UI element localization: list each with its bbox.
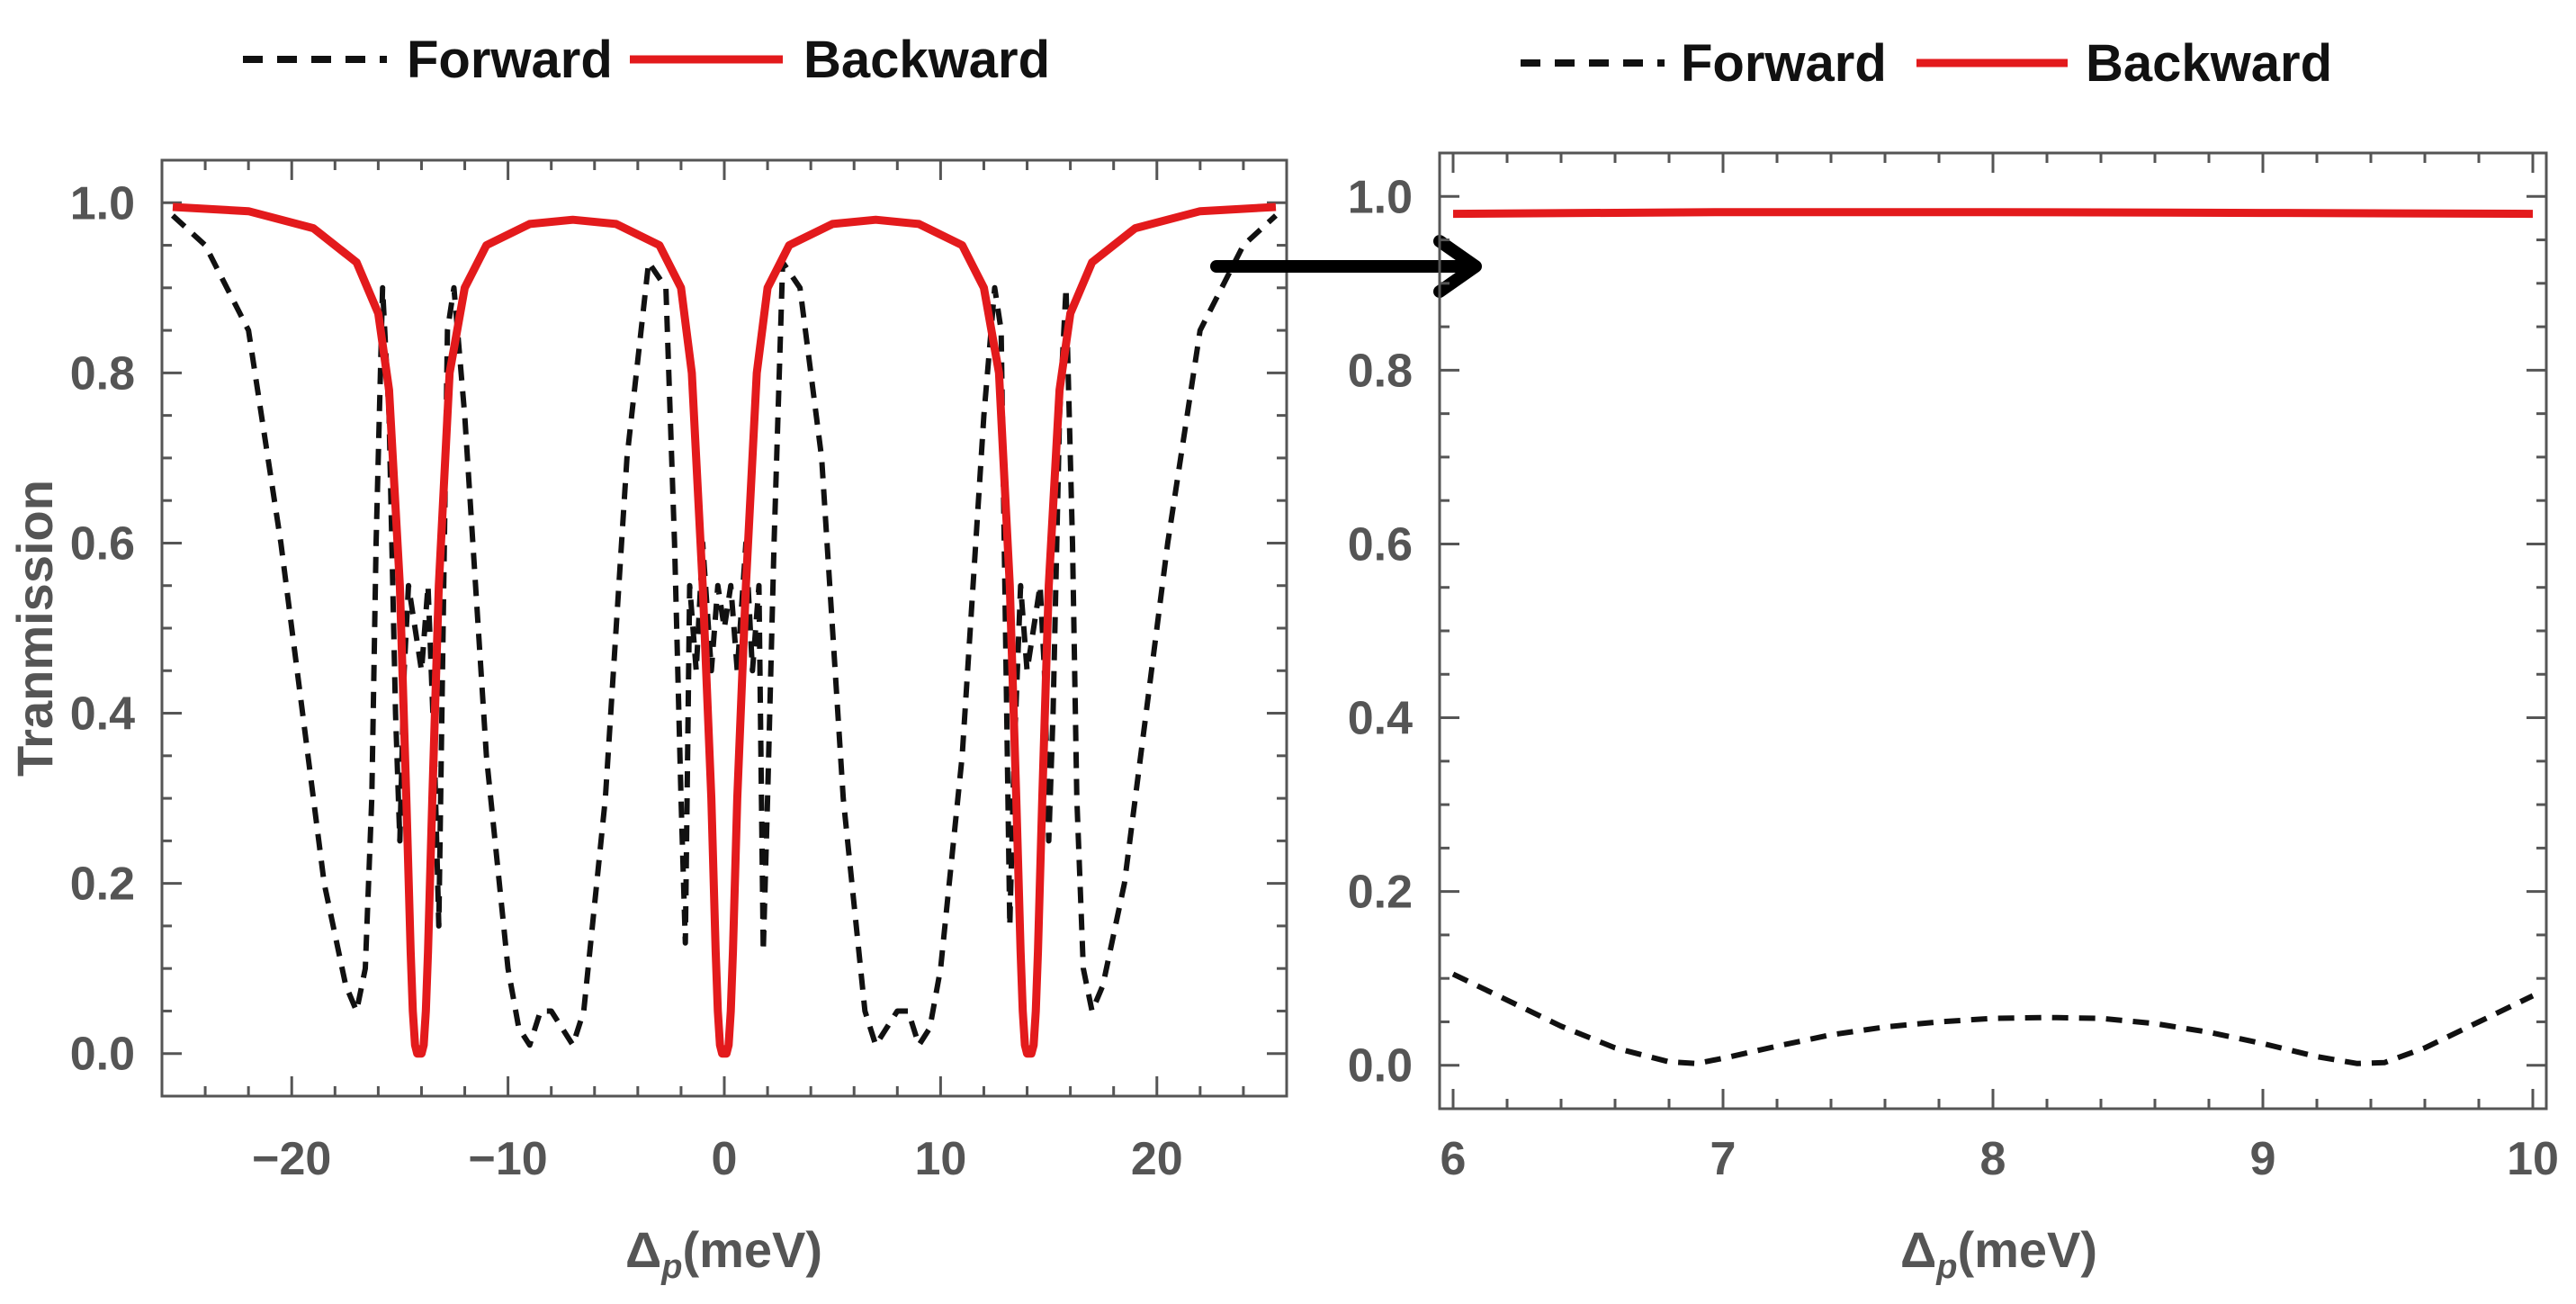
y-tick-label-right: 0.8 — [1348, 345, 1413, 397]
x-tick-label-right: 8 — [1980, 1133, 2006, 1185]
series-backward-line-left — [172, 202, 1277, 1058]
x-axis-title-left-unit: (meV) — [682, 1221, 822, 1278]
x-axis-title-left-symbol: Δ — [625, 1221, 661, 1278]
series-right — [1451, 208, 2535, 1066]
x-axis-title-right-subscript: p — [1935, 1248, 1957, 1286]
x-tick-label-left: −10 — [469, 1133, 548, 1185]
series-left — [170, 202, 1279, 1058]
x-axis-title-right-unit: (meV) — [1957, 1221, 2097, 1278]
legend-left-backward-label: Backward — [803, 31, 1050, 89]
series-forward-line-left — [170, 213, 1279, 1048]
x-axis-title-right-symbol: Δ — [1900, 1221, 1936, 1278]
x-axis-title-left-subscript: p — [660, 1248, 682, 1286]
legend-right-backward-label: Backward — [2086, 34, 2332, 93]
x-tick-label-left: −20 — [252, 1133, 331, 1185]
plot-panel-left: −20 −10 0 10 20 0.0 0.2 0.4 0.6 0.8 1.0 Tranmissio… — [6, 158, 1288, 1286]
series-forward-line-right — [1451, 971, 2535, 1066]
legend-right: Forward Backward — [1521, 34, 2332, 93]
legend-right-forward-label: Forward — [1681, 34, 1887, 93]
x-tick-label-left: 20 — [1131, 1133, 1183, 1185]
y-tick-label-left: 0.4 — [70, 688, 135, 741]
y-tick-label-right: 1.0 — [1348, 171, 1413, 223]
ticks-right: 6 7 8 9 10 0.0 0.2 0.4 0.6 0.8 1.0 — [1348, 151, 2559, 1185]
y-tick-label-right: 0.2 — [1348, 867, 1413, 919]
x-tick-label-right: 9 — [2250, 1133, 2276, 1185]
legend-left-forward-label: Forward — [407, 31, 613, 89]
x-tick-label-right: 10 — [2507, 1133, 2559, 1185]
y-tick-label-left: 0.8 — [70, 347, 135, 400]
x-tick-label-left: 10 — [914, 1133, 966, 1185]
y-tick-label-left: 0.2 — [70, 859, 135, 911]
plot-frame-right — [1438, 151, 2548, 1111]
x-tick-label-right: 7 — [1710, 1133, 1737, 1185]
y-tick-label-right: 0.0 — [1348, 1040, 1413, 1093]
y-tick-label-right: 0.4 — [1348, 693, 1413, 745]
zoom-arrow — [1210, 235, 1482, 298]
y-tick-label-left: 0.0 — [70, 1029, 135, 1081]
legend-left: Forward Backward — [243, 31, 1050, 89]
x-tick-label-right: 6 — [1441, 1133, 1467, 1185]
y-tick-label-left: 0.6 — [70, 517, 135, 570]
ticks-left: −20 −10 0 10 20 0.0 0.2 0.4 0.6 0.8 1.0 — [70, 158, 1288, 1185]
zoom-arrow-head — [1433, 235, 1482, 298]
series-backward-line-right — [1452, 208, 2534, 219]
plot-frame-left — [160, 158, 1288, 1098]
x-axis-title-right: Δp(meV) — [1900, 1221, 2097, 1286]
plot-panel-right: 6 7 8 9 10 0.0 0.2 0.4 0.6 0.8 1.0 Δp(meV) — [1348, 151, 2559, 1286]
x-axis-title-left: Δp(meV) — [625, 1221, 822, 1286]
y-axis-title: Tranmission — [6, 480, 63, 777]
y-tick-label-left: 1.0 — [70, 177, 135, 229]
x-tick-label-left: 0 — [712, 1133, 738, 1185]
y-tick-label-right: 0.6 — [1348, 518, 1413, 571]
